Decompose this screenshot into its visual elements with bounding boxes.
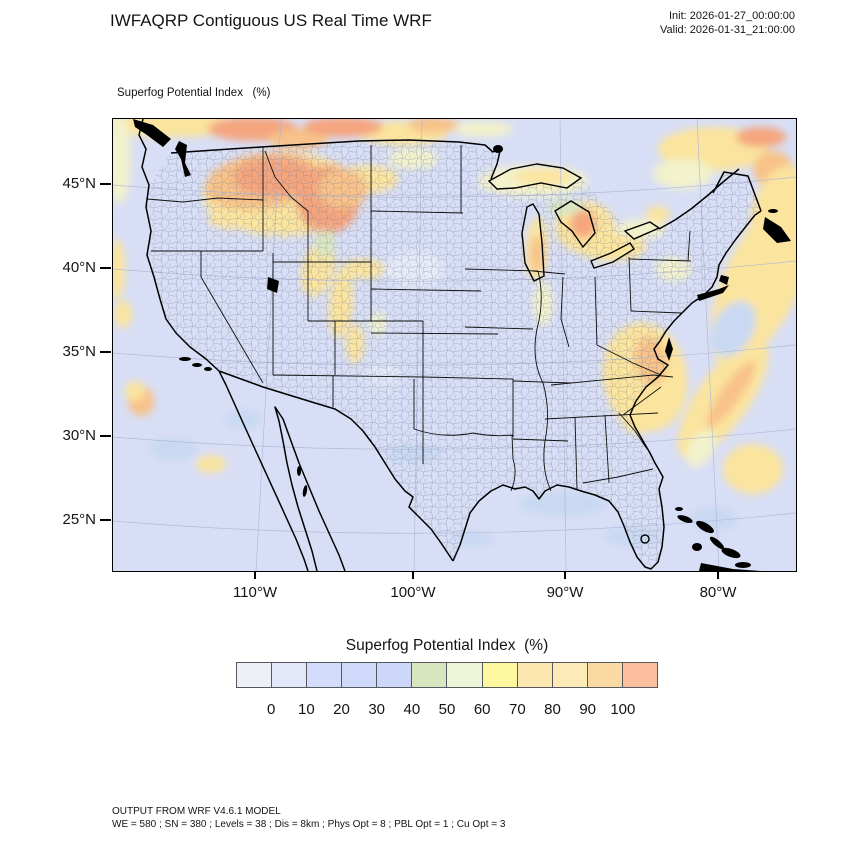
legend-tick-label: 20	[333, 701, 350, 718]
legend-cell	[376, 663, 412, 687]
great-lakes	[487, 163, 661, 544]
legend-tick-label: 70	[508, 701, 526, 718]
lat-tick-30n	[100, 435, 111, 437]
lon-label-90w: 90°W	[546, 584, 584, 601]
legend-cell	[586, 663, 622, 687]
legend-tick-label: 30	[368, 701, 385, 718]
lon-tick-100w	[412, 571, 414, 579]
lon-label-100w: 100°W	[390, 584, 436, 601]
lon-tick-80w	[717, 571, 719, 579]
legend-tick-label: 100	[610, 701, 636, 718]
legend-ticks: 0 10 20 30 40 50 60 70 80 90 100	[236, 701, 658, 721]
lat-label-35n: 35°N	[62, 343, 96, 360]
conus-map	[112, 118, 797, 572]
plot-title: IWFAQRP Contiguous US Real Time WRF	[110, 11, 432, 30]
lat-label-25n: 25°N	[62, 511, 96, 528]
lon-label-110w: 110°W	[232, 584, 278, 601]
legend-tick-label: 90	[579, 701, 596, 718]
init-valid-block: Init: 2026-01-27_00:00:00 Valid: 2026-01…	[660, 9, 795, 37]
legend-cell	[481, 663, 517, 687]
legend-cell	[446, 663, 482, 687]
county-boundaries-texture	[113, 119, 796, 571]
lat-label-40n: 40°N	[62, 259, 96, 276]
legend-tick-label: 10	[297, 701, 315, 718]
footer-block: OUTPUT FROM WRF V4.6.1 MODEL WE = 580 ; …	[112, 805, 505, 831]
lat-label-30n: 30°N	[62, 427, 96, 444]
conus-map-svg	[113, 119, 796, 571]
lat-label-45n: 45°N	[62, 175, 96, 192]
lat-tick-40n	[100, 267, 111, 269]
lat-tick-25n	[100, 519, 111, 521]
valid-time-label: Valid: 2026-01-31_21:00:00	[660, 24, 795, 36]
lon-label-80w: 80°W	[699, 584, 737, 601]
field-label: Superfog Potential Index (%)	[117, 87, 271, 99]
legend-tick-label: 60	[473, 701, 491, 718]
islands-and-sounds	[133, 119, 791, 571]
footer-config-line: WE = 580 ; SN = 380 ; Levels = 38 ; Dis …	[112, 819, 506, 830]
init-time-label: Init: 2026-01-27_00:00:00	[669, 10, 795, 22]
legend-cell	[621, 663, 657, 687]
legend-tick-label: 80	[544, 701, 561, 718]
legend-cell	[306, 663, 342, 687]
legend-tick-label: 50	[438, 701, 456, 718]
footer-model-line: OUTPUT FROM WRF V4.6.1 MODEL	[112, 806, 281, 817]
lon-tick-110w	[254, 571, 256, 579]
legend-cell	[237, 663, 272, 687]
legend-tick-label: 40	[403, 701, 421, 718]
legend-cell	[551, 663, 587, 687]
legend-title: Superfog Potential Index (%)	[345, 637, 549, 654]
legend-bar	[236, 662, 658, 688]
lat-tick-35n	[100, 351, 111, 353]
legend-cell	[411, 663, 447, 687]
legend-tick-label: 0	[266, 701, 276, 718]
legend-cell	[341, 663, 377, 687]
legend-cell	[271, 663, 307, 687]
state-boundaries	[146, 145, 692, 492]
lon-tick-90w	[564, 571, 566, 579]
lat-tick-45n	[100, 183, 111, 185]
legend-cell	[516, 663, 552, 687]
